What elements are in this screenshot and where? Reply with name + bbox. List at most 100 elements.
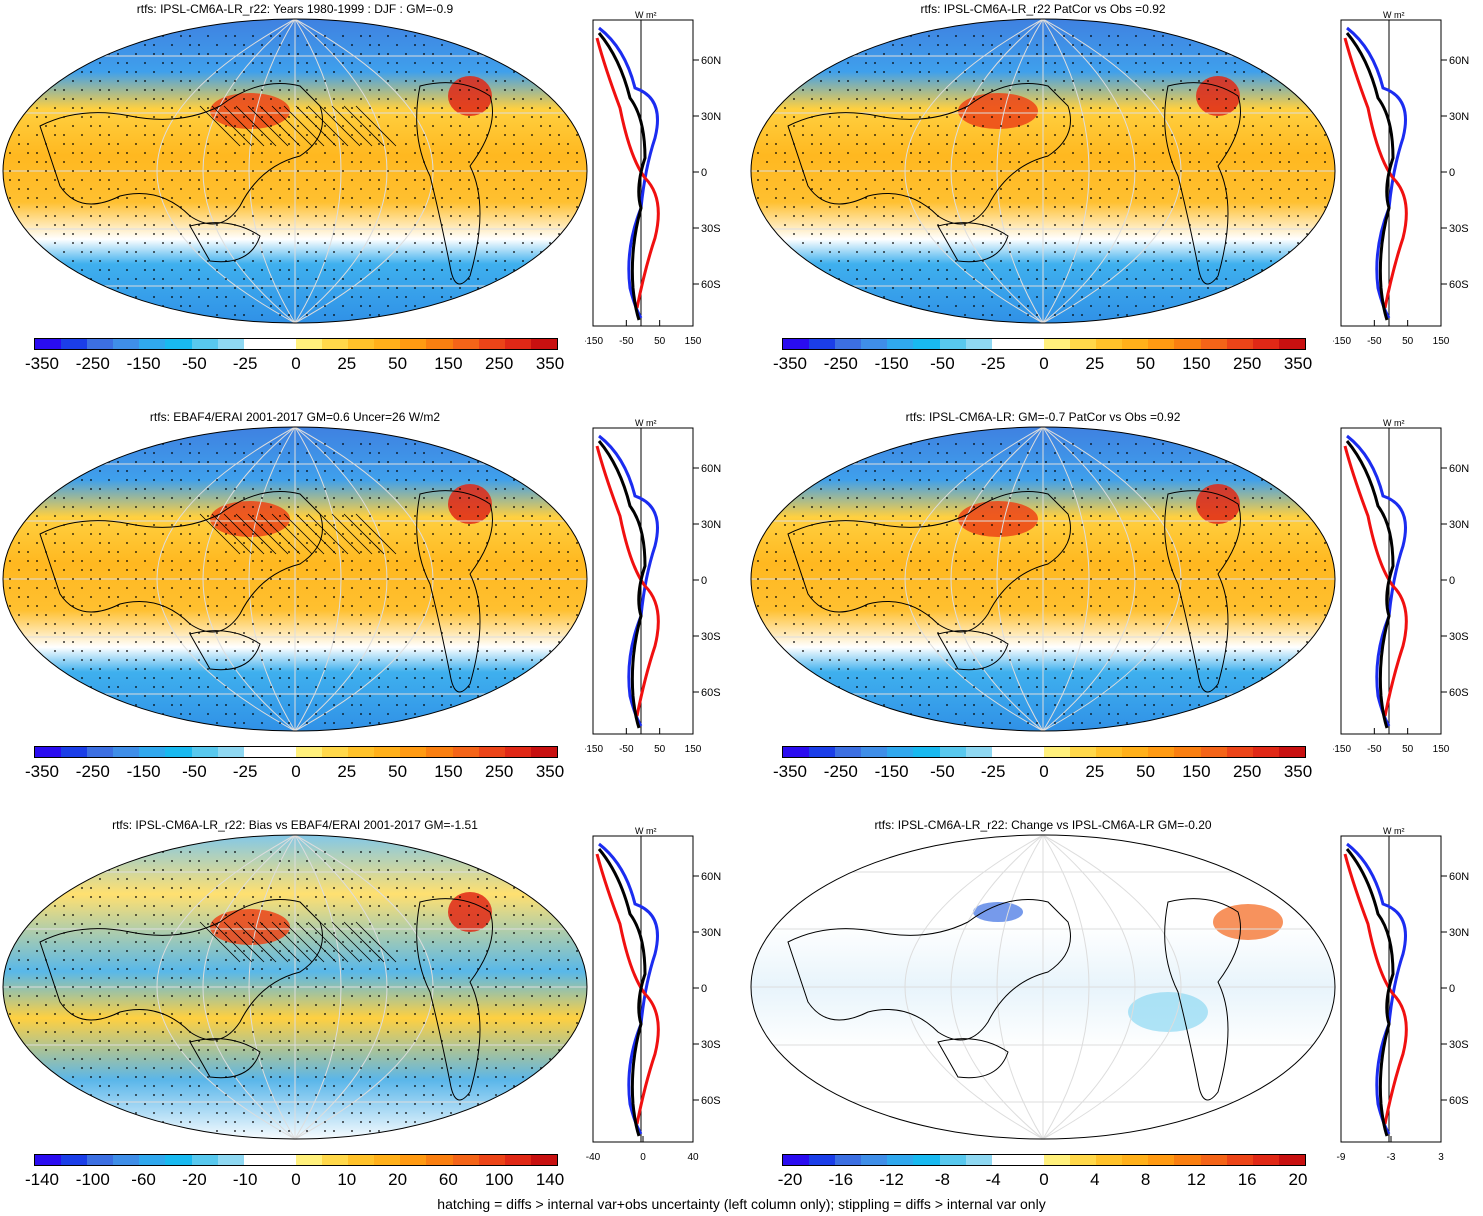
colorbar-swatch bbox=[1044, 339, 1070, 349]
world-map bbox=[748, 424, 1338, 734]
zonal-lat-tick-label: 30S bbox=[701, 223, 721, 235]
colorbar-tick-label: 150 bbox=[434, 354, 462, 374]
colorbar-swatch bbox=[374, 1155, 400, 1165]
zonal-lat-tick-label: 30N bbox=[1449, 519, 1469, 531]
zonal-x-tick-label: -40 bbox=[586, 1152, 601, 1163]
colorbar bbox=[782, 338, 1306, 350]
zonal-lat-tick-label: 30S bbox=[701, 1039, 721, 1051]
zonal-lat-tick-label: 30S bbox=[1449, 1039, 1469, 1051]
colorbar-swatch bbox=[1018, 339, 1044, 349]
colorbar-swatch bbox=[61, 339, 87, 349]
zonal-x-tick-label: -50 bbox=[619, 336, 634, 347]
zonal-lat-tick-label: 60N bbox=[701, 55, 721, 67]
colorbar bbox=[782, 1154, 1306, 1166]
colorbar-swatch bbox=[348, 747, 374, 757]
panel-title: rtfs: IPSL-CM6A-LR_r22: Years 1980-1999 … bbox=[0, 2, 590, 16]
colorbar-tick-label: -50 bbox=[930, 354, 955, 374]
zonal-lat-tick-label: 30S bbox=[1449, 631, 1469, 643]
colorbar-swatch bbox=[1096, 747, 1122, 757]
colorbar-tick-label: 350 bbox=[1284, 354, 1312, 374]
world-map bbox=[0, 832, 590, 1142]
zonal-x-tick-label: -3 bbox=[1387, 1152, 1396, 1163]
colorbar-swatch bbox=[1070, 747, 1096, 757]
colorbar-tick-label: 250 bbox=[485, 762, 513, 782]
colorbar-tick-label: 25 bbox=[1085, 354, 1104, 374]
colorbar-tick-label: 16 bbox=[1238, 1170, 1257, 1190]
colorbar-swatch bbox=[940, 1155, 966, 1165]
colorbar-tick-label: -60 bbox=[131, 1170, 156, 1190]
colorbar-tick-label: 350 bbox=[536, 762, 564, 782]
colorbar-swatch bbox=[861, 1155, 887, 1165]
colorbar-tick-label: -140 bbox=[25, 1170, 59, 1190]
colorbar-tick-label: -250 bbox=[76, 354, 110, 374]
colorbar-tick-label: -20 bbox=[778, 1170, 803, 1190]
colorbar-swatch bbox=[1148, 747, 1174, 757]
colorbar-tick-label: 350 bbox=[536, 354, 564, 374]
colorbar-tick-label: 10 bbox=[337, 1170, 356, 1190]
colorbar-swatch bbox=[783, 339, 809, 349]
world-map bbox=[0, 16, 590, 326]
zonal-x-tick-label: -50 bbox=[1367, 336, 1382, 347]
colorbar-swatch bbox=[374, 747, 400, 757]
colorbar-swatch bbox=[966, 339, 992, 349]
colorbar-swatch bbox=[1279, 1155, 1305, 1165]
zonal-lat-tick-label: 30N bbox=[701, 927, 721, 939]
colorbar-swatch bbox=[1044, 1155, 1070, 1165]
colorbar-tick-label: 350 bbox=[1284, 762, 1312, 782]
colorbar-swatch bbox=[244, 747, 270, 757]
colorbar-tick-label: -100 bbox=[76, 1170, 110, 1190]
colorbar-tick-label: -350 bbox=[773, 354, 807, 374]
colorbar-swatch bbox=[113, 339, 139, 349]
colorbar-swatch bbox=[87, 1155, 113, 1165]
panel-title: rtfs: IPSL-CM6A-LR_r22: Bias vs EBAF4/ER… bbox=[0, 818, 590, 832]
colorbar-tick-label: -350 bbox=[773, 762, 807, 782]
zonal-lat-tick-label: 30N bbox=[701, 519, 721, 531]
zonal-lat-tick-label: 30N bbox=[1449, 111, 1469, 123]
colorbar-swatch bbox=[809, 1155, 835, 1165]
colorbar-swatch bbox=[165, 747, 191, 757]
colorbar-swatch bbox=[531, 1155, 557, 1165]
colorbar-swatch bbox=[1174, 747, 1200, 757]
colorbar-swatch bbox=[165, 1155, 191, 1165]
colorbar-swatch bbox=[296, 747, 322, 757]
colorbar-swatch bbox=[1096, 339, 1122, 349]
colorbar-swatch bbox=[835, 747, 861, 757]
colorbar-swatch bbox=[1044, 747, 1070, 757]
colorbar-swatch bbox=[453, 339, 479, 349]
colorbar-swatch bbox=[244, 339, 270, 349]
colorbar-tick-label: -250 bbox=[824, 762, 858, 782]
zonal-lat-tick-label: 60N bbox=[1449, 871, 1469, 883]
colorbar-swatch bbox=[992, 339, 1018, 349]
colorbar-swatch bbox=[992, 747, 1018, 757]
colorbar-swatch bbox=[296, 1155, 322, 1165]
colorbar-swatch bbox=[1070, 339, 1096, 349]
zonal-lat-tick-label: 30N bbox=[1449, 927, 1469, 939]
colorbar-tick-label: 50 bbox=[1136, 354, 1155, 374]
zonal-lat-tick-label: 0 bbox=[1449, 167, 1455, 179]
colorbar-swatch bbox=[348, 339, 374, 349]
colorbar-swatch bbox=[35, 747, 61, 757]
colorbar-swatch bbox=[322, 747, 348, 757]
zonal-lat-tick-label: 30S bbox=[701, 631, 721, 643]
zonal-x-tick-label: -150 bbox=[1333, 336, 1351, 347]
colorbar-tick-label: -12 bbox=[879, 1170, 904, 1190]
colorbar-tick-label: 8 bbox=[1141, 1170, 1150, 1190]
colorbar-tick-label: -25 bbox=[233, 354, 258, 374]
world-map bbox=[748, 16, 1338, 326]
zonal-x-tick-label: 150 bbox=[685, 336, 702, 347]
colorbar-swatch bbox=[1227, 747, 1253, 757]
zonal-lat-tick-label: 0 bbox=[701, 983, 707, 995]
colorbar bbox=[34, 1154, 558, 1166]
colorbar-swatch bbox=[61, 747, 87, 757]
colorbar-swatch bbox=[783, 747, 809, 757]
colorbar-swatch bbox=[426, 747, 452, 757]
zonal-lat-tick-label: 60S bbox=[1449, 1095, 1469, 1107]
colorbar-swatch bbox=[887, 339, 913, 349]
colorbar-tick-label: -50 bbox=[182, 762, 207, 782]
colorbar-swatch bbox=[887, 1155, 913, 1165]
colorbar-tick-label: 0 bbox=[1039, 762, 1048, 782]
